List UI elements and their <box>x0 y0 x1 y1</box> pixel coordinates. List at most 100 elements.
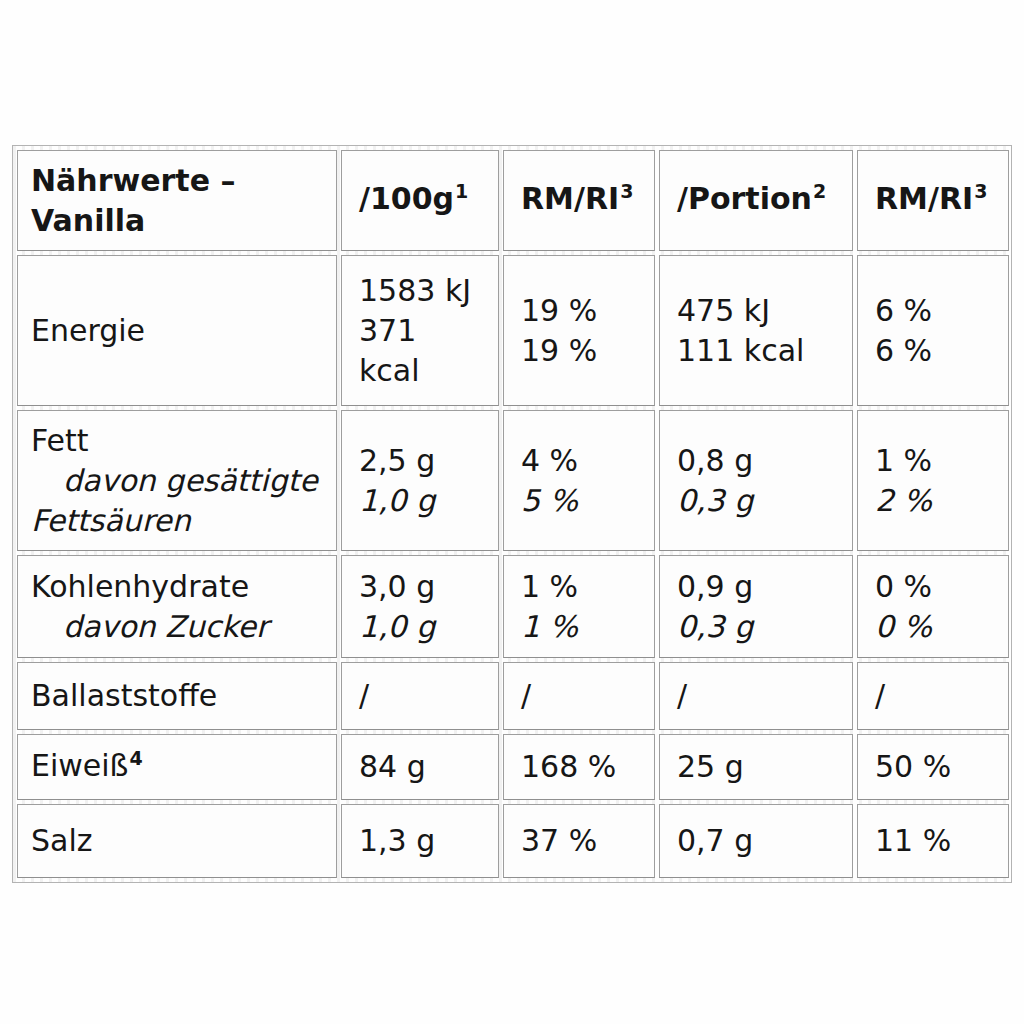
value-line: 19 % <box>521 331 648 371</box>
row-label-text: Ballaststoffe <box>31 676 330 716</box>
value-line: 1 % <box>521 567 648 607</box>
value-line: 3,0 g <box>359 567 492 607</box>
nutrition-table: Nährwerte – Vanilla /100g1 RM/RI3 /Porti… <box>13 146 1013 882</box>
value-line: 475 kJ <box>677 291 846 331</box>
cell-kohlenhydrate-per100g: 3,0 g 1,0 g <box>341 555 499 658</box>
row-label-text: Salz <box>31 821 330 861</box>
row-sublabel-text: Fettsäuren <box>31 501 330 541</box>
col-header-per100g: /100g1 <box>341 150 499 251</box>
row-label-text: Energie <box>31 311 330 351</box>
value-line: 0,9 g <box>677 567 846 607</box>
row-label-eiweiss: Eiweiß4 <box>17 734 337 800</box>
cell-salz-rmri-portion: 11 % <box>857 804 1009 878</box>
col-header-rmri-100g: RM/RI3 <box>503 150 655 251</box>
row-sublabel-text: davon Zucker <box>31 607 330 647</box>
col-header-rmri-portion-text: RM/RI <box>875 181 973 216</box>
footnote-sup-2: 2 <box>813 180 826 202</box>
value-line: 0,3 g <box>677 607 846 647</box>
value-line: 1 % <box>875 441 1002 481</box>
cell-eiweiss-per100g: 84 g <box>341 734 499 800</box>
value-line: kcal <box>359 351 492 391</box>
table-row-fett: Fett davon gesättigte Fettsäuren 2,5 g 1… <box>17 410 1009 551</box>
cell-kohlenhydrate-rmri-100g: 1 % 1 % <box>503 555 655 658</box>
value-line: 4 % <box>521 441 648 481</box>
cell-kohlenhydrate-portion: 0,9 g 0,3 g <box>659 555 853 658</box>
cell-fett-rmri-portion: 1 % 2 % <box>857 410 1009 551</box>
value-line: 84 g <box>359 747 492 787</box>
value-line: 2 % <box>875 481 1002 521</box>
value-line: 168 % <box>521 747 648 787</box>
footnote-sup-3: 3 <box>620 180 633 202</box>
row-label-text: Eiweiß <box>31 748 129 783</box>
cell-fett-rmri-100g: 4 % 5 % <box>503 410 655 551</box>
row-label-text: Fett <box>31 421 330 461</box>
value-line: 1,0 g <box>359 607 492 647</box>
value-line: / <box>359 676 492 716</box>
cell-ballaststoffe-rmri-portion: / <box>857 662 1009 730</box>
col-header-portion: /Portion2 <box>659 150 853 251</box>
value-line: 0,8 g <box>677 441 846 481</box>
value-line: 50 % <box>875 747 1002 787</box>
value-line: 111 kcal <box>677 331 846 371</box>
nutrition-table-frame: Nährwerte – Vanilla /100g1 RM/RI3 /Porti… <box>12 145 1012 883</box>
row-label-energie: Energie <box>17 255 337 406</box>
cell-salz-portion: 0,7 g <box>659 804 853 878</box>
row-label-salz: Salz <box>17 804 337 878</box>
cell-energie-rmri-portion: 6 % 6 % <box>857 255 1009 406</box>
table-title-cell: Nährwerte – Vanilla <box>17 150 337 251</box>
value-line: / <box>521 676 648 716</box>
table-row-kohlenhydrate: Kohlenhydrate davon Zucker 3,0 g 1,0 g 1… <box>17 555 1009 658</box>
cell-fett-per100g: 2,5 g 1,0 g <box>341 410 499 551</box>
table-title-line2: Vanilla <box>31 201 330 241</box>
value-line: 1583 kJ <box>359 271 492 311</box>
footnote-sup-3b: 3 <box>974 180 987 202</box>
footnote-sup-4: 4 <box>130 747 143 769</box>
value-line: 37 % <box>521 821 648 861</box>
value-line: 371 <box>359 311 492 351</box>
row-label-ballaststoffe: Ballaststoffe <box>17 662 337 730</box>
cell-eiweiss-rmri-100g: 168 % <box>503 734 655 800</box>
value-line: 1,3 g <box>359 821 492 861</box>
value-line: 6 % <box>875 291 1002 331</box>
cell-eiweiss-rmri-portion: 50 % <box>857 734 1009 800</box>
value-line: 25 g <box>677 747 846 787</box>
cell-eiweiss-portion: 25 g <box>659 734 853 800</box>
value-line: 5 % <box>521 481 648 521</box>
header-row: Nährwerte – Vanilla /100g1 RM/RI3 /Porti… <box>17 150 1009 251</box>
cell-ballaststoffe-rmri-100g: / <box>503 662 655 730</box>
value-line: 1 % <box>521 607 648 647</box>
col-header-portion-text: /Portion <box>677 181 812 216</box>
table-row-eiweiss: Eiweiß4 84 g 168 % 25 g 50 % <box>17 734 1009 800</box>
value-line: / <box>875 676 1002 716</box>
cell-energie-portion: 475 kJ 111 kcal <box>659 255 853 406</box>
value-line: 1,0 g <box>359 481 492 521</box>
cell-salz-rmri-100g: 37 % <box>503 804 655 878</box>
row-label-text: Kohlenhydrate <box>31 567 330 607</box>
value-line: / <box>677 676 846 716</box>
value-line: 2,5 g <box>359 441 492 481</box>
value-line: 6 % <box>875 331 1002 371</box>
cell-kohlenhydrate-rmri-portion: 0 % 0 % <box>857 555 1009 658</box>
cell-energie-rmri-100g: 19 % 19 % <box>503 255 655 406</box>
footnote-sup-1: 1 <box>455 180 468 202</box>
table-row-ballaststoffe: Ballaststoffe / / / / <box>17 662 1009 730</box>
cell-ballaststoffe-per100g: / <box>341 662 499 730</box>
col-header-rmri-portion: RM/RI3 <box>857 150 1009 251</box>
value-line: 0,7 g <box>677 821 846 861</box>
value-line: 19 % <box>521 291 648 331</box>
table-title-line1: Nährwerte – <box>31 161 330 201</box>
table-row-energie: Energie 1583 kJ 371 kcal 19 % 19 % 475 k… <box>17 255 1009 406</box>
value-line: 0,3 g <box>677 481 846 521</box>
cell-energie-per100g: 1583 kJ 371 kcal <box>341 255 499 406</box>
nutrition-label-page: Nährwerte – Vanilla /100g1 RM/RI3 /Porti… <box>0 0 1024 1024</box>
row-sublabel-text: davon gesättigte <box>31 461 330 501</box>
value-line: 0 % <box>875 607 1002 647</box>
value-line: 11 % <box>875 821 1002 861</box>
col-header-rmri-100g-text: RM/RI <box>521 181 619 216</box>
value-line: 0 % <box>875 567 1002 607</box>
cell-fett-portion: 0,8 g 0,3 g <box>659 410 853 551</box>
row-label-kohlenhydrate: Kohlenhydrate davon Zucker <box>17 555 337 658</box>
row-label-fett: Fett davon gesättigte Fettsäuren <box>17 410 337 551</box>
cell-salz-per100g: 1,3 g <box>341 804 499 878</box>
cell-ballaststoffe-portion: / <box>659 662 853 730</box>
